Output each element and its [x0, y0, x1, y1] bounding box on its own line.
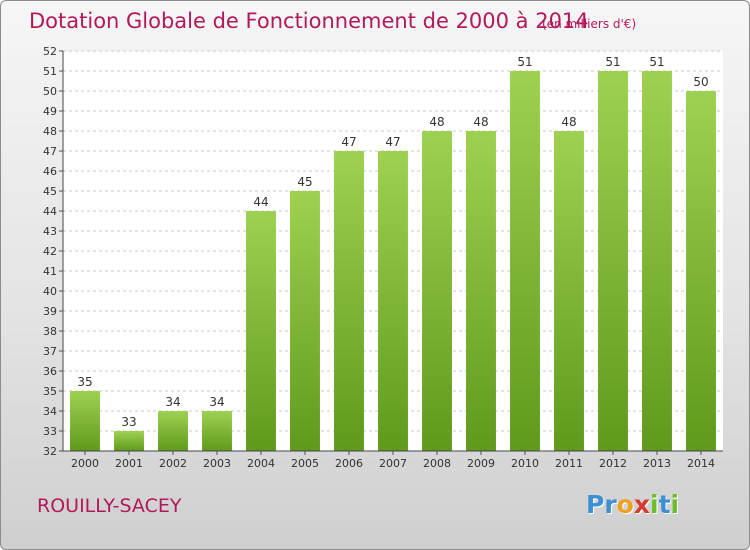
- bar-value-label: 50: [693, 75, 708, 89]
- bar: [598, 71, 628, 451]
- y-tick-label: 37: [43, 345, 57, 358]
- x-tick-label: 2008: [423, 457, 451, 470]
- x-tick-label: 2011: [555, 457, 583, 470]
- bar-value-label: 34: [209, 395, 224, 409]
- bar: [466, 131, 496, 451]
- y-tick-label: 41: [43, 265, 57, 278]
- y-tick-label: 52: [43, 45, 57, 58]
- bar: [290, 191, 320, 451]
- bar: [70, 391, 100, 451]
- x-tick-label: 2003: [203, 457, 231, 470]
- proxiti-logo: Proxiti: [586, 490, 679, 519]
- logo-letter: i: [670, 490, 680, 519]
- y-tick-label: 51: [43, 65, 57, 78]
- x-tick-label: 2001: [115, 457, 143, 470]
- x-tick-label: 2010: [511, 457, 539, 470]
- chart-subtitle: (en milliers d'€): [542, 17, 637, 31]
- x-tick-label: 2012: [599, 457, 627, 470]
- y-tick-label: 36: [43, 365, 57, 378]
- x-tick-label: 2007: [379, 457, 407, 470]
- logo-letter: i: [650, 490, 659, 519]
- y-tick-label: 47: [43, 145, 57, 158]
- bar-value-label: 48: [429, 115, 444, 129]
- y-tick-label: 33: [43, 425, 57, 438]
- bar-value-label: 48: [561, 115, 576, 129]
- y-tick-label: 46: [43, 165, 57, 178]
- bar-value-label: 34: [165, 395, 180, 409]
- bar: [510, 71, 540, 451]
- bar-value-label: 47: [385, 135, 400, 149]
- x-tick-label: 2013: [643, 457, 671, 470]
- bar: [642, 71, 672, 451]
- y-tick-label: 39: [43, 305, 57, 318]
- logo-letter: o: [616, 490, 634, 519]
- y-tick-label: 50: [43, 85, 57, 98]
- x-tick-label: 2006: [335, 457, 363, 470]
- y-tick-label: 32: [43, 445, 57, 458]
- bar: [554, 131, 584, 451]
- bar-value-label: 51: [605, 55, 620, 69]
- y-tick-label: 42: [43, 245, 57, 258]
- bar-value-label: 35: [77, 375, 92, 389]
- bar: [114, 431, 144, 451]
- y-tick-label: 35: [43, 385, 57, 398]
- y-tick-label: 48: [43, 125, 57, 138]
- x-tick-label: 2000: [71, 457, 99, 470]
- x-tick-label: 2005: [291, 457, 319, 470]
- bar-value-label: 48: [473, 115, 488, 129]
- bar: [158, 411, 188, 451]
- bar-value-label: 44: [253, 195, 268, 209]
- bar: [378, 151, 408, 451]
- y-tick-label: 40: [43, 285, 57, 298]
- logo-letter: P: [586, 490, 605, 519]
- x-tick-label: 2014: [687, 457, 715, 470]
- bar-value-label: 47: [341, 135, 356, 149]
- y-tick-label: 34: [43, 405, 57, 418]
- logo-letter: x: [633, 490, 650, 519]
- y-tick-label: 45: [43, 185, 57, 198]
- bar: [422, 131, 452, 451]
- bar: [686, 91, 716, 451]
- y-tick-label: 44: [43, 205, 57, 218]
- chart-title: Dotation Globale de Fonctionnement de 20…: [29, 9, 589, 33]
- bar-value-label: 51: [517, 55, 532, 69]
- y-tick-label: 38: [43, 325, 57, 338]
- x-tick-label: 2002: [159, 457, 187, 470]
- bar-value-label: 33: [121, 415, 136, 429]
- x-tick-label: 2004: [247, 457, 275, 470]
- y-tick-label: 49: [43, 105, 57, 118]
- bar-value-label: 45: [297, 175, 312, 189]
- logo-letter: t: [658, 490, 671, 519]
- commune-name: ROUILLY-SACEY: [37, 495, 182, 517]
- y-tick-label: 43: [43, 225, 57, 238]
- bar: [246, 211, 276, 451]
- logo-letter: r: [604, 490, 617, 519]
- bar: [202, 411, 232, 451]
- x-tick-label: 2009: [467, 457, 495, 470]
- bar-value-label: 51: [649, 55, 664, 69]
- bar: [334, 151, 364, 451]
